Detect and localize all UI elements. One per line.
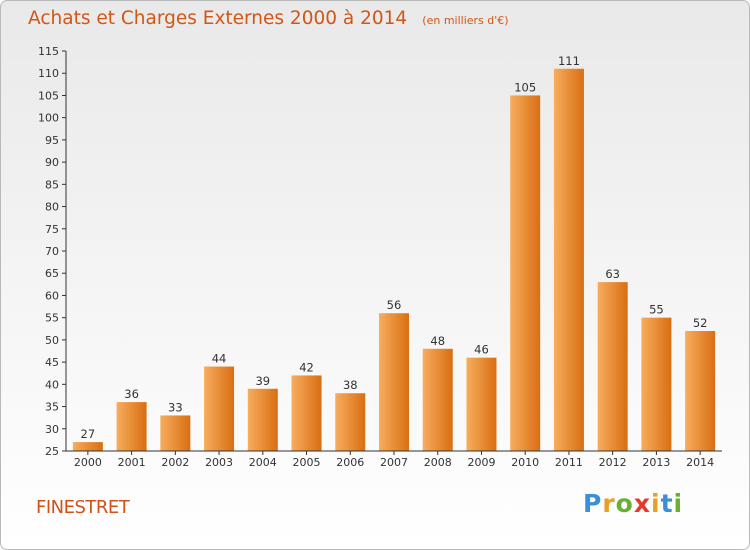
value-label-2008: 48	[430, 334, 445, 348]
y-tick-label: 75	[45, 223, 59, 236]
value-label-2013: 55	[649, 303, 664, 317]
logo-letter: i	[673, 489, 684, 518]
bar-2007	[379, 313, 409, 451]
y-tick-label: 55	[45, 312, 59, 325]
y-tick-label: 50	[45, 334, 59, 347]
y-tick-label: 35	[45, 401, 59, 414]
y-tick-label: 30	[45, 423, 59, 436]
y-tick-label: 95	[45, 134, 59, 147]
logo-letter: i	[651, 489, 661, 518]
value-label-2011: 111	[558, 54, 580, 68]
y-tick-label: 40	[45, 378, 59, 391]
bar-2003	[204, 366, 235, 451]
bar-2010	[510, 95, 541, 451]
y-tick-label: 115	[38, 45, 59, 58]
bar-2011	[553, 68, 584, 452]
value-label-2009: 46	[474, 343, 489, 357]
value-label-2002: 33	[168, 400, 183, 414]
value-label-2007: 56	[387, 298, 402, 312]
y-tick-label: 90	[45, 156, 59, 169]
x-tick-label-2012: 2012	[599, 456, 627, 469]
chart-header: Achats et Charges Externes 2000 à 2014 (…	[28, 8, 509, 29]
value-label-2001: 36	[124, 387, 139, 401]
bar-2014	[685, 331, 716, 451]
commune-name: FINESTRET	[36, 497, 130, 518]
proxiti-logo: Proxiti	[583, 489, 683, 518]
bar-2001	[116, 402, 147, 451]
bar-2000	[72, 442, 103, 451]
x-tick-label-2000: 2000	[74, 456, 102, 469]
bar-2008	[422, 348, 453, 451]
bar-2005	[291, 375, 322, 451]
value-label-2010: 105	[514, 80, 536, 94]
bars: 27 36 33 44 39 42 38 56 48 46 105 111 63 55 52	[72, 54, 716, 452]
x-tick-label-2008: 2008	[424, 456, 452, 469]
x-tick-label-2010: 2010	[511, 456, 539, 469]
x-tick-label-2005: 2005	[293, 456, 321, 469]
x-axis: 2000 2001 2002 2003 2004 2005 2006 2007 2008 2009…	[66, 450, 722, 469]
bar-2012	[597, 282, 628, 451]
value-label-2012: 63	[605, 267, 620, 281]
bar-2006	[335, 393, 366, 451]
logo-letter: x	[633, 489, 651, 518]
x-tick-label-2001: 2001	[118, 456, 146, 469]
x-tick-label-2002: 2002	[161, 456, 189, 469]
y-tick-label: 80	[45, 201, 59, 214]
x-tick-label-2004: 2004	[249, 456, 277, 469]
bar-2004	[247, 388, 278, 451]
y-tick-label: 110	[38, 67, 59, 80]
y-axis: 25 30 35 40 45 50 55 60 65 70 75 80 85 90 95 100 105 110 1…	[38, 45, 67, 458]
value-label-2003: 44	[212, 352, 227, 366]
y-tick-label: 70	[45, 245, 59, 258]
logo-letter: P	[583, 489, 603, 518]
value-label-2004: 39	[255, 374, 270, 388]
y-tick-label: 45	[45, 356, 59, 369]
value-label-2000: 27	[81, 427, 96, 441]
value-label-2005: 42	[299, 360, 314, 374]
x-tick-label-2014: 2014	[686, 456, 714, 469]
y-tick-label: 100	[38, 112, 59, 125]
logo-letter: r	[602, 489, 616, 518]
x-tick-label-2011: 2011	[555, 456, 583, 469]
x-tick-label-2007: 2007	[380, 456, 408, 469]
logo-letter: o	[615, 489, 634, 518]
chart-title: Achats et Charges Externes 2000 à 2014	[28, 8, 408, 29]
value-label-2014: 52	[693, 316, 708, 330]
x-tick-label-2003: 2003	[205, 456, 233, 469]
x-tick-label-2013: 2013	[642, 456, 670, 469]
chart-subtitle: (en milliers d'€)	[422, 14, 509, 27]
y-tick-label: 105	[38, 89, 59, 102]
bar-2009	[466, 357, 497, 451]
y-tick-label: 85	[45, 178, 59, 191]
y-tick-label: 65	[45, 267, 59, 280]
bar-2002	[160, 415, 191, 451]
bar-2013	[641, 317, 672, 451]
value-label-2006: 38	[343, 378, 358, 392]
y-tick-label: 25	[45, 445, 59, 458]
x-tick-label-2009: 2009	[467, 456, 495, 469]
x-tick-label-2006: 2006	[336, 456, 364, 469]
y-tick-label: 60	[45, 289, 59, 302]
logo-letter: t	[660, 489, 674, 518]
